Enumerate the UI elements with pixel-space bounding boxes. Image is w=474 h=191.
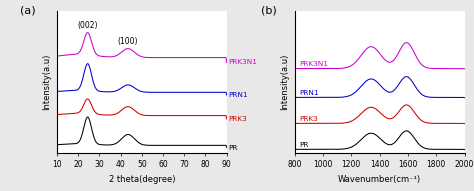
- Text: PRK3N1: PRK3N1: [228, 59, 256, 66]
- Text: (a): (a): [19, 6, 35, 16]
- Text: PRN1: PRN1: [228, 92, 247, 98]
- Text: PR: PR: [299, 142, 308, 148]
- X-axis label: Wavenumber(cm⁻¹): Wavenumber(cm⁻¹): [338, 175, 421, 184]
- Y-axis label: Intensity(a.u): Intensity(a.u): [42, 54, 51, 110]
- Text: PRN1: PRN1: [299, 90, 319, 96]
- Text: PRK3: PRK3: [299, 116, 318, 122]
- X-axis label: 2 theta(degree): 2 theta(degree): [109, 175, 175, 184]
- Text: PR: PR: [228, 145, 237, 151]
- Text: (002): (002): [77, 21, 98, 30]
- Text: (b): (b): [261, 6, 276, 16]
- Y-axis label: Intensity(a.u): Intensity(a.u): [280, 54, 289, 110]
- Text: PRK3: PRK3: [228, 116, 246, 122]
- Text: (100): (100): [118, 37, 138, 46]
- Text: PRK3N1: PRK3N1: [299, 61, 328, 67]
